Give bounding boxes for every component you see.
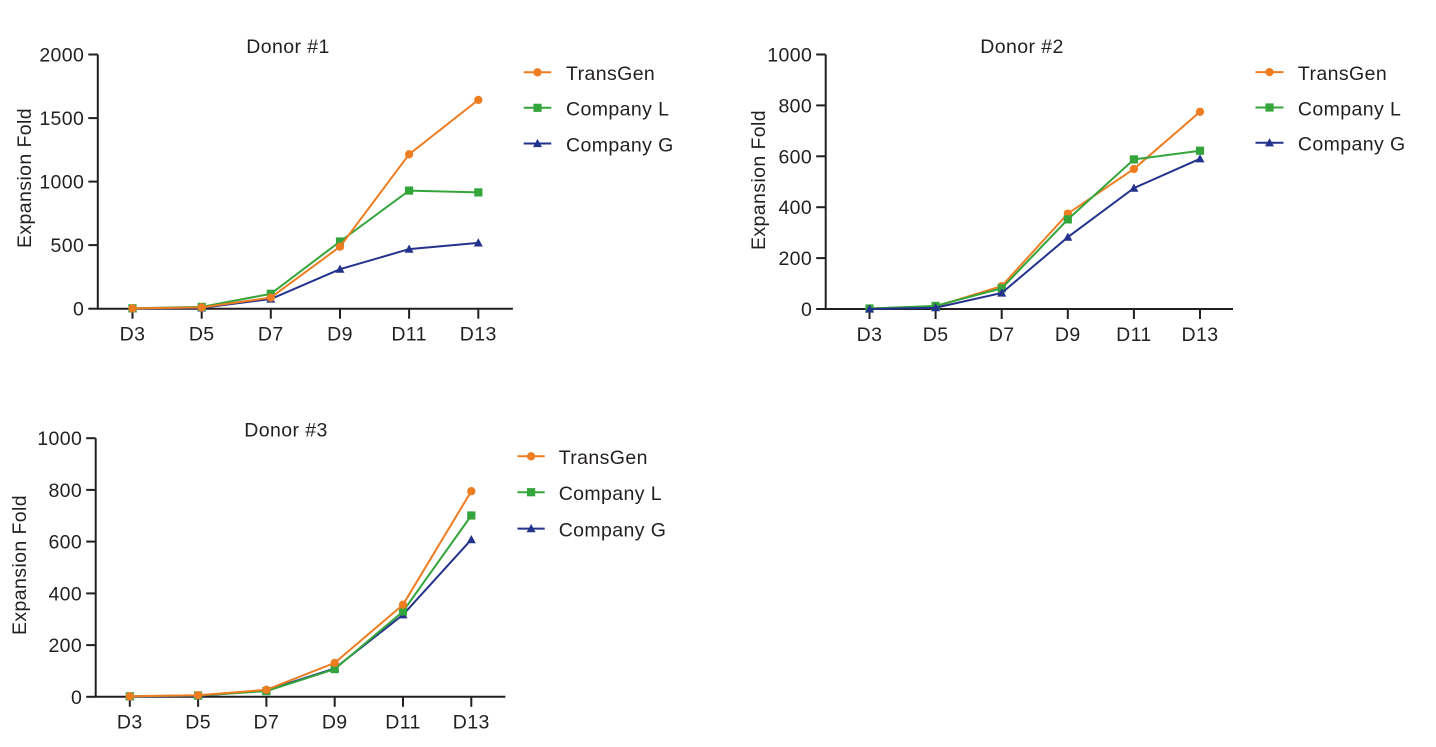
svg-text:D5: D5: [185, 712, 211, 734]
svg-text:400: 400: [778, 197, 812, 219]
svg-text:1000: 1000: [39, 172, 84, 194]
svg-text:Donor #2: Donor #2: [980, 36, 1063, 58]
svg-text:D9: D9: [322, 712, 348, 734]
svg-text:Company G: Company G: [566, 134, 674, 156]
svg-text:D9: D9: [327, 324, 353, 346]
svg-text:TransGen: TransGen: [559, 447, 648, 469]
svg-text:1000: 1000: [767, 45, 812, 67]
svg-text:2000: 2000: [39, 45, 84, 67]
svg-text:D7: D7: [989, 324, 1015, 346]
svg-text:1000: 1000: [37, 428, 82, 450]
svg-text:D11: D11: [391, 324, 427, 346]
svg-text:D3: D3: [857, 324, 883, 346]
svg-text:TransGen: TransGen: [566, 63, 655, 85]
svg-text:D5: D5: [189, 324, 215, 346]
svg-text:D9: D9: [1055, 324, 1081, 346]
svg-text:0: 0: [801, 299, 812, 321]
svg-text:1500: 1500: [39, 108, 84, 130]
svg-text:D5: D5: [923, 324, 949, 346]
svg-text:D13: D13: [1182, 324, 1219, 346]
svg-text:600: 600: [48, 532, 82, 554]
svg-text:800: 800: [48, 480, 82, 502]
svg-text:Expansion Fold: Expansion Fold: [9, 495, 31, 635]
svg-text:D13: D13: [453, 712, 490, 734]
svg-text:Company L: Company L: [1298, 98, 1401, 120]
svg-text:D7: D7: [254, 712, 280, 734]
svg-text:Company G: Company G: [1298, 134, 1406, 156]
svg-text:200: 200: [48, 635, 82, 657]
svg-text:800: 800: [778, 95, 812, 117]
svg-text:TransGen: TransGen: [1298, 63, 1387, 85]
svg-text:Company G: Company G: [559, 520, 667, 542]
svg-text:500: 500: [51, 235, 85, 257]
svg-text:0: 0: [71, 687, 82, 709]
svg-text:Donor #3: Donor #3: [244, 420, 327, 442]
svg-text:Donor #1: Donor #1: [246, 36, 329, 58]
svg-text:D13: D13: [460, 324, 497, 346]
svg-text:Company L: Company L: [566, 99, 669, 121]
svg-text:600: 600: [778, 146, 812, 168]
svg-text:200: 200: [778, 248, 812, 270]
svg-text:D7: D7: [258, 324, 284, 346]
svg-text:Expansion Fold: Expansion Fold: [14, 108, 36, 248]
svg-text:D3: D3: [120, 324, 146, 346]
svg-text:D11: D11: [385, 712, 421, 734]
svg-text:0: 0: [73, 299, 84, 321]
svg-text:Company L: Company L: [559, 483, 662, 505]
svg-text:Expansion Fold: Expansion Fold: [748, 110, 770, 250]
svg-text:D3: D3: [117, 712, 143, 734]
svg-text:D11: D11: [1116, 324, 1152, 346]
svg-text:400: 400: [48, 583, 82, 605]
